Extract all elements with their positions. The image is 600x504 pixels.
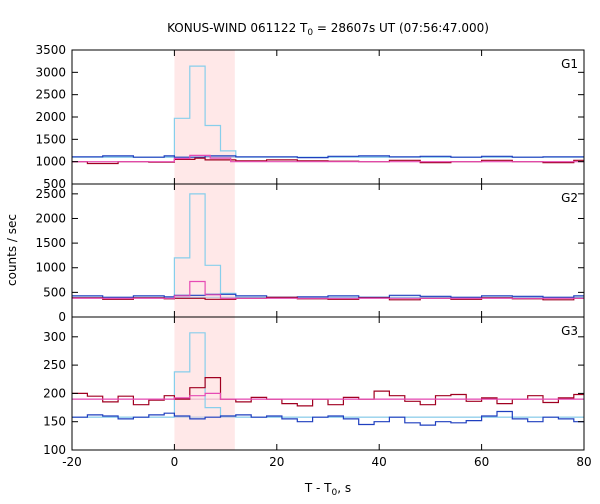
x-tick-label: 0 xyxy=(171,455,179,469)
series-line-g1-2 xyxy=(72,157,584,165)
panel-g2: 0 500 1000 1500 2000 2500 G2 xyxy=(35,183,585,324)
y-tick-label: 1500 xyxy=(35,132,66,146)
panel-frame xyxy=(71,316,585,451)
panel-label: G3 xyxy=(561,324,578,338)
y-tick-label: 300 xyxy=(43,330,66,344)
series-line-g1-3 xyxy=(72,154,584,163)
y-tick-label: 3000 xyxy=(35,65,66,79)
series-line-g2-0 xyxy=(72,193,584,298)
x-tick-label: 40 xyxy=(372,455,387,469)
y-tick-label: 500 xyxy=(43,177,66,191)
y-tick-label: 1000 xyxy=(35,155,66,169)
y-tick-label: 500 xyxy=(43,285,66,299)
series-line-g1-0 xyxy=(72,65,584,158)
y-tick-label: 1000 xyxy=(35,261,66,275)
x-tick-label: 60 xyxy=(474,455,489,469)
y-tick-label: 2500 xyxy=(35,187,66,201)
y-tick-label: 200 xyxy=(43,386,66,400)
y-tick-label: 2500 xyxy=(35,88,66,102)
x-tick-label: -20 xyxy=(62,455,82,469)
y-tick-label: 3500 xyxy=(35,43,66,57)
y-tick-label: 1500 xyxy=(35,236,66,250)
series-line-g3-2 xyxy=(72,377,584,407)
y-tick-label: 150 xyxy=(43,415,66,429)
x-tick-label: 80 xyxy=(576,455,591,469)
x-axis-label: T - T0, s xyxy=(304,481,351,498)
panel-g1: 500 1000 1500 2000 2500 3000 3500 G1 xyxy=(35,43,585,191)
y-tick-label: 100 xyxy=(43,443,66,457)
x-tick-label: 20 xyxy=(269,455,284,469)
series-line-g3-1 xyxy=(72,410,584,426)
y-tick-label: 250 xyxy=(43,358,66,372)
series-line-g2-1 xyxy=(72,293,584,298)
panel-g3: 100 150 200 250 300 G3 xyxy=(43,316,585,457)
y-tick-label: 2000 xyxy=(35,211,66,225)
y-tick-label: 2000 xyxy=(35,110,66,124)
chart-title: KONUS-WIND 061122 T0 = 28607s UT (07:56:… xyxy=(167,21,489,38)
panel-label: G2 xyxy=(561,191,578,205)
y-tick-label: 0 xyxy=(58,310,66,324)
series-line-g2-3 xyxy=(72,280,584,299)
panel-frame xyxy=(71,49,585,185)
series-line-g3-3 xyxy=(72,392,584,400)
series-line-g1-1 xyxy=(72,155,584,159)
panel-label: G1 xyxy=(561,57,578,71)
y-axis-label: counts / sec xyxy=(5,214,19,286)
